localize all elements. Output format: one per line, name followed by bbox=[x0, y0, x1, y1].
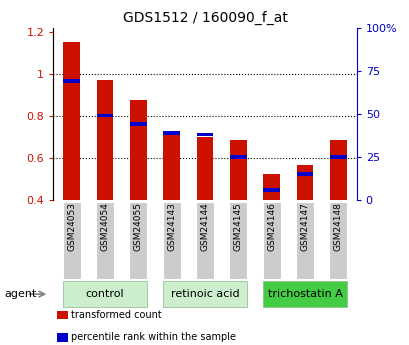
Text: GSM24147: GSM24147 bbox=[300, 202, 309, 251]
Bar bbox=[296, 165, 312, 200]
Text: GSM24143: GSM24143 bbox=[167, 202, 176, 251]
Bar bbox=[329, 140, 346, 200]
Text: GSM24145: GSM24145 bbox=[233, 202, 242, 251]
Bar bbox=[63, 42, 80, 200]
Bar bbox=[229, 140, 246, 200]
Text: retinoic acid: retinoic acid bbox=[170, 289, 239, 299]
Bar bbox=[97, 80, 113, 200]
Title: GDS1512 / 160090_f_at: GDS1512 / 160090_f_at bbox=[122, 11, 287, 25]
Text: control: control bbox=[85, 289, 124, 299]
Bar bbox=[329, 155, 346, 159]
Bar bbox=[263, 174, 279, 200]
Bar bbox=[196, 137, 213, 200]
Text: GSM24144: GSM24144 bbox=[200, 202, 209, 250]
Bar bbox=[196, 133, 213, 136]
Bar bbox=[263, 188, 279, 191]
Text: trichostatin A: trichostatin A bbox=[267, 289, 342, 299]
Text: GSM24055: GSM24055 bbox=[133, 202, 142, 251]
Bar bbox=[130, 122, 146, 126]
Bar bbox=[163, 132, 180, 200]
Text: agent: agent bbox=[4, 289, 36, 299]
Bar bbox=[296, 172, 312, 176]
Bar bbox=[130, 100, 146, 200]
Text: transformed count: transformed count bbox=[71, 310, 161, 319]
Text: GSM24053: GSM24053 bbox=[67, 202, 76, 251]
Text: GSM24054: GSM24054 bbox=[100, 202, 109, 251]
Bar bbox=[229, 155, 246, 159]
Text: GSM24146: GSM24146 bbox=[267, 202, 276, 251]
Bar bbox=[97, 114, 113, 117]
Text: percentile rank within the sample: percentile rank within the sample bbox=[71, 332, 235, 342]
Bar bbox=[163, 131, 180, 135]
Bar bbox=[63, 79, 80, 83]
Text: GSM24148: GSM24148 bbox=[333, 202, 342, 251]
